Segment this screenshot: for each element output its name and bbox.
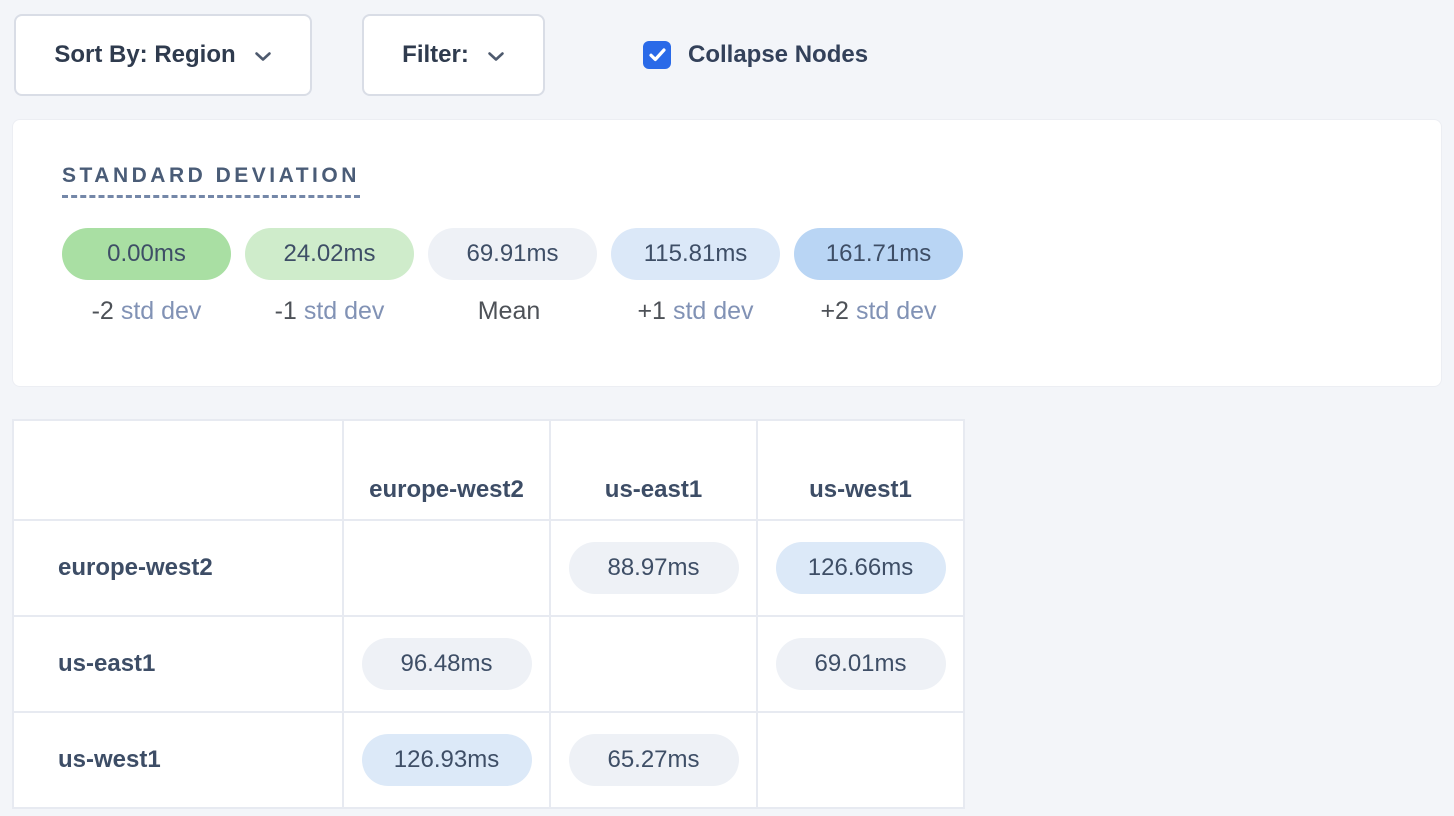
legend-item: 115.81ms +1 std dev xyxy=(611,228,780,326)
column-header-europe-west2: europe-west2 xyxy=(342,419,551,521)
legend-title: STANDARD DEVIATION xyxy=(62,164,360,198)
sort-by-label: Sort By: Region xyxy=(54,41,236,68)
toolbar: Sort By: Region Filter: Collapse Nodes xyxy=(14,14,1454,96)
sort-by-select[interactable]: Sort By: Region xyxy=(14,14,312,96)
chevron-down-icon xyxy=(254,51,272,62)
latency-pill: 69.01ms xyxy=(775,638,946,690)
matrix-cell: 126.93ms xyxy=(342,711,551,809)
collapse-nodes-label: Collapse Nodes xyxy=(688,41,869,68)
standard-deviation-card: STANDARD DEVIATION 0.00ms -2 std dev 24.0… xyxy=(12,119,1442,387)
legend-pill-minus2: 0.00ms xyxy=(62,228,231,280)
latency-pill: 126.66ms xyxy=(775,542,946,594)
legend-pill-mean: 69.91ms xyxy=(428,228,597,280)
matrix-cell: 126.66ms xyxy=(756,519,965,617)
matrix-cell: 65.27ms xyxy=(549,711,758,809)
legend-pill-plus2: 161.71ms xyxy=(794,228,963,280)
legend-item: 69.91ms Mean xyxy=(428,228,597,326)
latency-pill: 126.93ms xyxy=(361,734,532,786)
matrix-cell: 69.01ms xyxy=(756,615,965,713)
matrix-cell-diagonal xyxy=(756,711,965,809)
legend-label: -1 std dev xyxy=(274,297,385,325)
matrix-cell: 96.48ms xyxy=(342,615,551,713)
checkbox-checked-icon[interactable] xyxy=(643,41,671,69)
std-dev-legend: 0.00ms -2 std dev 24.02ms -1 std dev 69.91… xyxy=(62,228,1441,326)
table-row-europe-west2: europe-west2 88.97ms 126.66ms xyxy=(12,519,965,617)
latency-pill: 96.48ms xyxy=(361,638,532,690)
matrix-cell: 88.97ms xyxy=(549,519,758,617)
collapse-nodes-toggle[interactable]: Collapse Nodes xyxy=(643,41,868,69)
table-row-us-east1: us-east1 96.48ms 69.01ms xyxy=(12,615,965,713)
table-row-us-west1: us-west1 126.93ms 65.27ms xyxy=(12,711,965,809)
latency-matrix-table: europe-west2 us-east1 us-west1 europe-we… xyxy=(12,419,965,809)
corner-cell xyxy=(12,419,344,521)
legend-item: 0.00ms -2 std dev xyxy=(62,228,231,326)
legend-pill-minus1: 24.02ms xyxy=(245,228,414,280)
matrix-cell-diagonal xyxy=(549,615,758,713)
column-header-us-east1: us-east1 xyxy=(549,419,758,521)
legend-label: +1 std dev xyxy=(637,297,754,325)
legend-label: -2 std dev xyxy=(91,297,202,325)
row-header-us-west1: us-west1 xyxy=(12,711,344,809)
legend-pill-plus1: 115.81ms xyxy=(611,228,780,280)
chevron-down-icon xyxy=(487,51,505,62)
matrix-cell-diagonal xyxy=(342,519,551,617)
header-row: europe-west2 us-east1 us-west1 xyxy=(12,419,965,521)
column-header-us-west1: us-west1 xyxy=(756,419,965,521)
latency-pill: 88.97ms xyxy=(568,542,739,594)
legend-item: 161.71ms +2 std dev xyxy=(794,228,963,326)
filter-label: Filter: xyxy=(402,41,469,68)
row-header-us-east1: us-east1 xyxy=(12,615,344,713)
latency-pill: 65.27ms xyxy=(568,734,739,786)
row-header-europe-west2: europe-west2 xyxy=(12,519,344,617)
legend-item: 24.02ms -1 std dev xyxy=(245,228,414,326)
legend-label: Mean xyxy=(477,297,541,325)
filter-select[interactable]: Filter: xyxy=(362,14,545,96)
legend-label: +2 std dev xyxy=(820,297,937,325)
